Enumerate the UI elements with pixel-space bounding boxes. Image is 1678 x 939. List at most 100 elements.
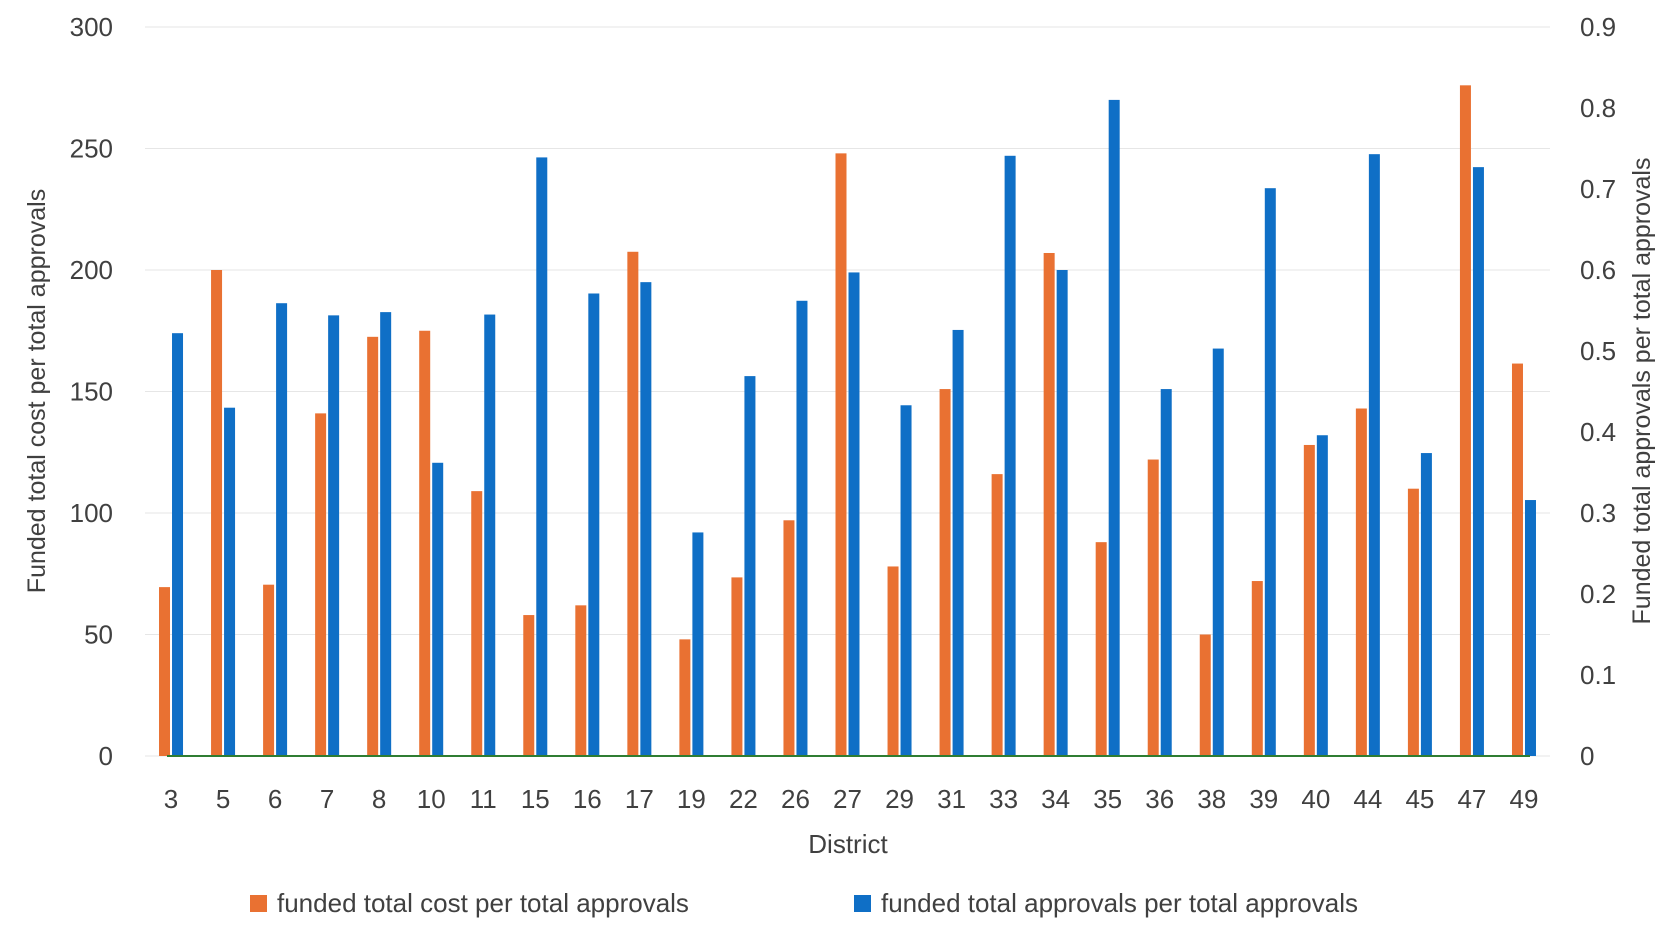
bar-approvals-district-8	[380, 312, 392, 756]
bar-cost-district-40	[1303, 444, 1315, 756]
bar-approvals-district-10	[432, 462, 444, 756]
bar-cost-district-11	[471, 491, 483, 756]
bar-cost-district-34	[1043, 252, 1055, 757]
bar-cost-district-6	[263, 584, 275, 756]
bar-approvals-district-33	[1004, 155, 1016, 757]
bar-cost-district-7	[315, 413, 327, 756]
bar-approvals-district-16	[588, 293, 600, 756]
x-tick-label: 19	[677, 784, 706, 814]
bar-approvals-district-39	[1264, 188, 1276, 756]
bar-approvals-district-36	[1160, 389, 1172, 756]
bar-cost-district-31	[939, 389, 951, 756]
y-tick-label: 200	[70, 255, 113, 285]
legend-label-cost: funded total cost per total approvals	[277, 888, 689, 918]
y2-tick-label: 0.4	[1580, 417, 1616, 447]
right-axis-title: Funded total approvals per total approva…	[1628, 158, 1656, 625]
bar-cost-district-10	[419, 330, 431, 756]
x-tick-label: 40	[1301, 784, 1330, 814]
bars	[159, 85, 1536, 757]
bar-approvals-district-11	[484, 314, 496, 756]
y2-tick-label: 0.5	[1580, 336, 1616, 366]
y2-tick-label: 0.2	[1580, 579, 1616, 609]
x-tick-label: 8	[372, 784, 386, 814]
bar-cost-district-45	[1407, 488, 1419, 756]
x-tick-label: 3	[164, 784, 178, 814]
legend-swatch-approvals	[854, 895, 871, 912]
x-tick-label: 38	[1197, 784, 1226, 814]
bar-cost-district-8	[367, 336, 379, 756]
legend-label-approvals: funded total approvals per total approva…	[881, 888, 1358, 918]
y-tick-label: 250	[70, 134, 113, 164]
x-tick-label: 6	[268, 784, 282, 814]
bar-cost-district-35	[1095, 542, 1107, 756]
bar-approvals-district-29	[900, 405, 912, 756]
bar-cost-district-15	[523, 615, 535, 756]
bar-approvals-district-34	[1056, 270, 1068, 756]
bar-cost-district-44	[1355, 408, 1367, 756]
bar-approvals-district-47	[1472, 167, 1484, 756]
x-axis-title: District	[808, 829, 888, 859]
y-tick-label: 0	[99, 741, 113, 771]
bar-approvals-district-31	[952, 329, 964, 756]
x-tick-label: 17	[625, 784, 654, 814]
bar-approvals-district-45	[1420, 453, 1432, 756]
bar-cost-district-38	[1199, 634, 1211, 756]
bar-cost-district-39	[1251, 581, 1263, 756]
x-tick-label: 39	[1249, 784, 1278, 814]
x-tick-label: 22	[729, 784, 758, 814]
left-axis-title: Funded total cost per total approvals	[23, 189, 51, 593]
x-tick-label: 15	[521, 784, 550, 814]
y2-tick-label: 0	[1580, 741, 1594, 771]
x-tick-label: 10	[417, 784, 446, 814]
x-axis-ticks: 3 5 6 7 8 10 11 15 16 17 19 22 26 27 29 31 33 34 35 36 38 39 4…	[164, 784, 1539, 814]
y-tick-label: 50	[84, 620, 113, 650]
y2-tick-label: 0.9	[1580, 12, 1616, 42]
x-tick-label: 36	[1145, 784, 1174, 814]
bar-cost-district-33	[991, 474, 1003, 756]
bar-cost-district-29	[887, 566, 899, 756]
x-tick-label: 26	[781, 784, 810, 814]
y2-tick-label: 0.8	[1580, 93, 1616, 123]
bar-approvals-district-22	[744, 376, 756, 756]
bar-approvals-district-6	[276, 303, 288, 756]
x-tick-label: 44	[1353, 784, 1382, 814]
bar-approvals-district-5	[224, 407, 236, 756]
bar-approvals-district-17	[640, 282, 652, 756]
y-tick-label: 150	[70, 377, 113, 407]
bar-cost-district-19	[679, 639, 691, 756]
bar-approvals-district-27	[848, 272, 860, 756]
y2-tick-label: 0.1	[1580, 660, 1616, 690]
bar-cost-district-22	[731, 577, 743, 756]
x-tick-label: 47	[1457, 784, 1486, 814]
legend: funded total cost per total approvals fu…	[250, 888, 1358, 918]
y2-tick-label: 0.6	[1580, 255, 1616, 285]
bar-cost-district-47	[1459, 85, 1471, 756]
bar-approvals-district-38	[1212, 348, 1224, 756]
gridlines	[145, 26, 1550, 757]
bar-approvals-district-35	[1108, 99, 1120, 756]
bar-approvals-district-19	[692, 532, 704, 756]
bar-approvals-district-7	[328, 315, 340, 756]
x-tick-label: 34	[1041, 784, 1070, 814]
bar-approvals-district-44	[1368, 154, 1380, 757]
bar-approvals-district-40	[1316, 435, 1328, 756]
x-tick-label: 33	[989, 784, 1018, 814]
legend-swatch-cost	[250, 895, 267, 912]
bar-cost-district-16	[575, 605, 587, 756]
bar-cost-district-27	[835, 153, 847, 757]
bar-cost-district-36	[1147, 459, 1159, 756]
x-tick-label: 16	[573, 784, 602, 814]
bar-cost-district-17	[627, 251, 639, 756]
y-tick-label: 300	[70, 12, 113, 42]
bar-approvals-district-15	[536, 157, 548, 756]
bar-approvals-district-3	[172, 333, 184, 756]
x-tick-label: 7	[320, 784, 334, 814]
y2-tick-label: 0.3	[1580, 498, 1616, 528]
y2-tick-label: 0.7	[1580, 174, 1616, 204]
x-tick-label: 45	[1405, 784, 1434, 814]
x-tick-label: 31	[937, 784, 966, 814]
x-tick-label: 11	[470, 784, 497, 814]
x-tick-label: 49	[1510, 784, 1539, 814]
right-axis-ticks: 0 0.1 0.2 0.3 0.4 0.5 0.6 0.7 0.8 0.9	[1580, 12, 1616, 771]
